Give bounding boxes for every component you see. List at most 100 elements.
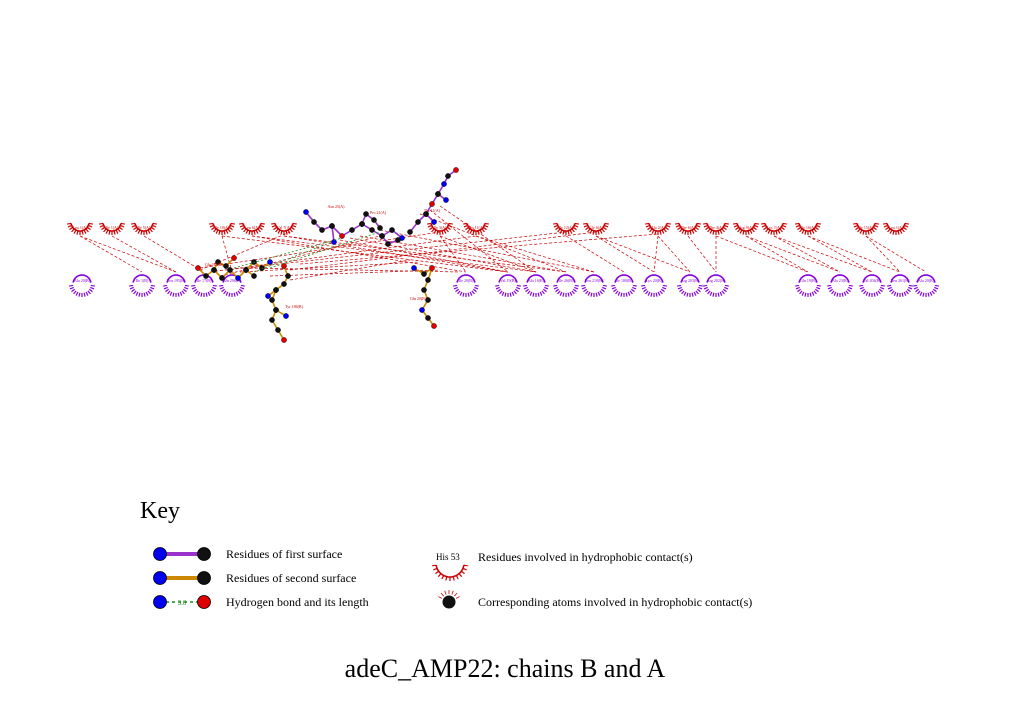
hydrogen-bond-line [269, 231, 381, 269]
hydrophobic-residue-arc [239, 222, 265, 235]
atom [329, 223, 335, 229]
ligand-label: Thr 11(A) [424, 208, 441, 213]
residue-label: Leu 1(A) [73, 225, 88, 230]
atom [429, 265, 435, 271]
atom [423, 211, 429, 217]
ligand-asn25 [303, 209, 405, 241]
atom [203, 273, 209, 279]
residue-label: Ile 20(B) [459, 278, 474, 283]
contact-line [79, 235, 143, 273]
contact-line [745, 235, 841, 273]
hydrophobic-residue-arc [523, 274, 549, 297]
key-hbond-length: 3.0 [178, 599, 187, 607]
residue-label: Leu 210(B) [585, 278, 604, 283]
atom [197, 547, 211, 561]
hydrophobic-residue-arc [553, 222, 579, 235]
atom [153, 595, 167, 609]
residue-label: Leu 6(A) [245, 225, 260, 230]
hydrophobic-residue-arc [859, 274, 885, 297]
key-label-hydrophobic-atoms: Corresponding atoms involved in hydropho… [478, 595, 753, 609]
residue-label: Ala 20(B) [918, 278, 935, 283]
hydrophobic-residue-arc [131, 222, 157, 235]
atom [275, 327, 281, 333]
residue-label: Gln 19(B) [800, 278, 817, 283]
atom [407, 229, 413, 235]
atom [283, 313, 289, 319]
hydrophobic-residue-arc [67, 222, 93, 235]
contact-line [475, 235, 567, 273]
contact-line [339, 239, 509, 273]
atom [441, 181, 447, 187]
residue-label: Ala 2(A) [651, 225, 666, 230]
contact-line [865, 235, 901, 273]
contact-line [143, 235, 205, 273]
residue-label: Leu 261(B) [891, 278, 910, 283]
atom [273, 307, 279, 313]
contact-line [349, 237, 537, 273]
residue-label: Ile 12(A) [559, 225, 574, 230]
key-first-surface-bond [153, 547, 211, 561]
residue-label: Ile 26(B) [559, 278, 574, 283]
atom [259, 265, 265, 271]
hydrophobic-residue-arc [581, 274, 607, 297]
ligand-branch [265, 287, 279, 299]
residue-label: Gly 6(A) [589, 225, 604, 230]
key-hydrophobic-arc [432, 564, 468, 581]
atom [195, 265, 201, 271]
residue-label: Val 204(B) [863, 278, 881, 283]
atom [377, 225, 383, 231]
atom [251, 259, 257, 265]
contact-line [865, 235, 927, 273]
residue-label: Arg 202(B) [707, 278, 726, 283]
atom [431, 219, 437, 225]
hydrophobic-residue-arc [827, 274, 853, 297]
hydrophobic-residue-arc [463, 222, 489, 235]
hydrophobic-residue-arc [675, 222, 701, 235]
hydrophobic-residue-arc [913, 274, 939, 297]
residue-label: Ala 16(B) [528, 278, 545, 283]
residue-label: Lys 7(A) [767, 225, 782, 230]
residue-label: Ala 23(B) [832, 278, 849, 283]
atom [265, 293, 271, 299]
residue-label: Ile 5(A) [138, 225, 151, 230]
hydrophobic-residue-arc [427, 222, 453, 235]
hydrogen-bond-line [233, 237, 343, 269]
atom [379, 233, 385, 239]
residue-label: Leu 1(A) [889, 225, 904, 230]
atom [235, 275, 241, 281]
atom [269, 297, 275, 303]
residue-label: Val 19(B) [500, 278, 516, 283]
atom [153, 571, 167, 585]
atom [285, 273, 291, 279]
atom [429, 201, 435, 207]
contact-line [221, 235, 509, 273]
atom [273, 287, 279, 293]
atom [359, 221, 365, 227]
atom [319, 227, 325, 233]
atom [331, 239, 337, 245]
residue-label: Ile 180(B) [616, 278, 633, 283]
atom [243, 267, 249, 273]
contact-line [221, 235, 233, 273]
atom [435, 191, 441, 197]
residue-label: Ile 1(A) [106, 225, 119, 230]
atom [389, 227, 395, 233]
residue-label: Arg 203(B) [681, 278, 700, 283]
atom [443, 197, 449, 203]
hydrophobic-residue-arc [453, 274, 479, 297]
residue-label: Gln 206(B) [223, 278, 242, 283]
residue-label: Phe 4(A) [709, 225, 724, 230]
contact-line [429, 209, 509, 273]
atom [215, 259, 221, 265]
hydrophobic-residue-arc [853, 222, 879, 235]
residue-label: Ile 10(A) [215, 225, 230, 230]
atom [411, 265, 417, 271]
contact-line [715, 235, 809, 273]
residue-label: Lys 11(A) [468, 225, 485, 230]
hydrophobic-residue-arc [553, 274, 579, 297]
atom [251, 273, 257, 279]
key-graphics: 3.0 [153, 547, 468, 609]
atom [445, 173, 451, 179]
contact-line [251, 235, 537, 273]
